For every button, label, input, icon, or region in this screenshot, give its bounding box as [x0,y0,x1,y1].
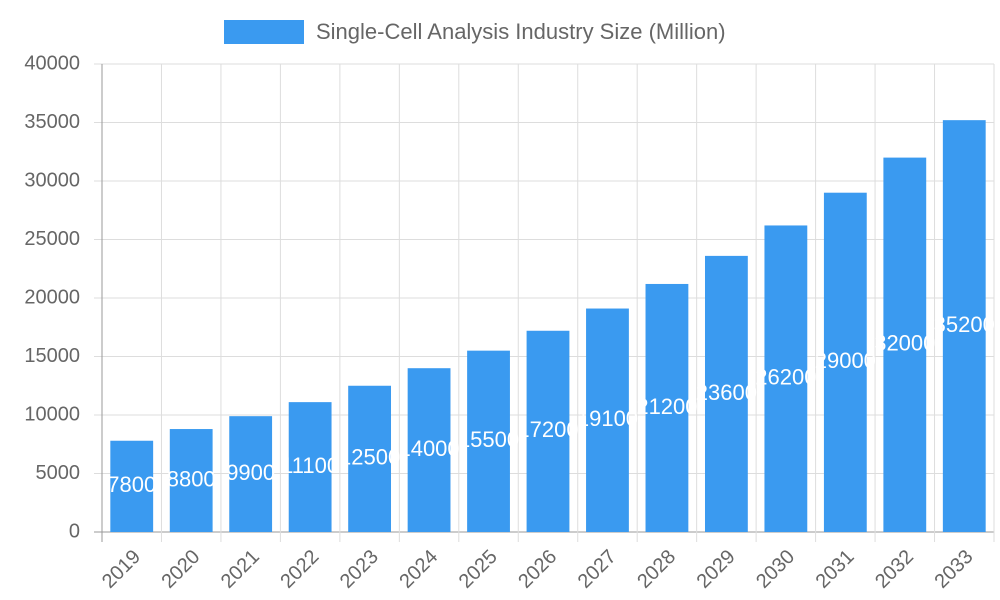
data-label: 11100 [281,453,339,478]
data-label: 17200 [517,417,578,442]
y-tick-label: 15000 [24,345,80,367]
x-tick-label: 2023 [336,546,383,593]
bar [407,368,451,532]
y-tick-label: 5000 [36,462,81,484]
data-label: 15500 [458,427,519,452]
x-tick-label: 2020 [157,546,204,593]
bar [823,192,867,532]
bar [645,283,689,532]
data-label: 29000 [815,348,876,373]
data-label: 12500 [339,445,400,470]
x-tick-label: 2027 [574,546,621,593]
bar [883,157,927,532]
x-tick-label: 2024 [395,546,442,593]
y-tick-label: 10000 [24,403,80,425]
y-tick-label: 0 [69,520,80,542]
data-label: 8800 [167,466,216,491]
y-tick-label: 20000 [24,286,80,308]
data-label: 23600 [696,380,757,405]
bar [229,416,273,532]
bar [526,330,570,532]
bar [348,385,392,532]
data-label: 7800 [107,472,156,497]
x-tick-label: 2028 [633,546,680,593]
x-tick-label: 2021 [217,546,264,593]
bar [704,255,748,532]
x-tick-label: 2033 [931,546,978,593]
y-tick-label: 30000 [24,169,80,191]
x-tick-label: 2025 [455,546,502,593]
bar [942,120,986,532]
x-tick-label: 2026 [514,546,561,593]
x-tick-label: 2030 [752,546,799,593]
data-label: 32000 [874,331,935,356]
data-label: 26200 [755,365,816,390]
y-tick-label: 35000 [24,111,80,133]
bar [586,308,629,532]
bar [764,225,808,532]
legend-label: Single-Cell Analysis Industry Size (Mill… [316,19,726,44]
data-label: 19100 [577,406,638,431]
legend-swatch [224,20,304,44]
data-label: 14000 [398,436,459,461]
x-tick-label: 2029 [693,546,740,593]
x-tick-label: 2031 [812,546,859,593]
data-label: 9900 [226,460,275,485]
bar [169,429,213,532]
y-tick-label: 25000 [24,228,80,250]
y-tick-label: 40000 [24,52,80,74]
x-tick-label: 2019 [98,546,145,593]
bar [110,440,154,532]
bar [288,402,332,532]
x-tick-label: 2022 [276,546,323,593]
data-label: 21200 [636,394,697,419]
x-tick-label: 2032 [871,546,918,593]
bar [467,350,510,532]
data-label: 35200 [934,312,995,337]
